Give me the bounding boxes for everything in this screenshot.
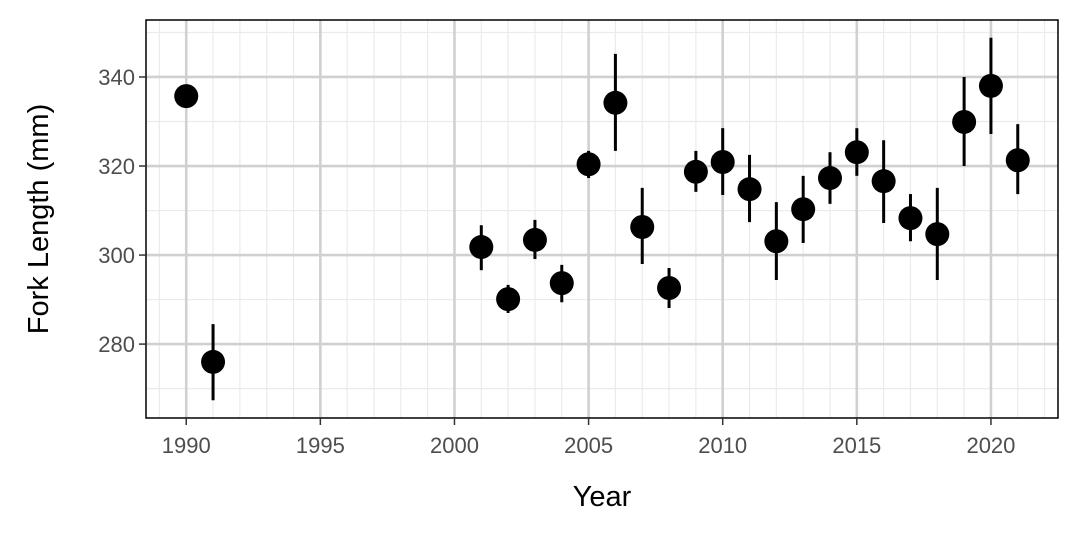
data-point bbox=[764, 229, 789, 254]
data-point bbox=[683, 159, 708, 184]
data-point bbox=[952, 109, 977, 134]
data-point bbox=[871, 169, 896, 194]
data-point bbox=[469, 235, 494, 260]
data-point bbox=[925, 222, 950, 247]
data-point bbox=[174, 84, 199, 109]
data-point bbox=[603, 90, 628, 115]
y-tick-label: 300 bbox=[98, 243, 135, 268]
data-points bbox=[174, 37, 1030, 401]
data-point bbox=[522, 227, 547, 252]
x-tick-label: 2015 bbox=[832, 433, 881, 458]
data-point bbox=[657, 276, 682, 301]
x-tick-label: 2010 bbox=[698, 433, 747, 458]
data-point bbox=[898, 206, 923, 231]
data-point bbox=[737, 177, 762, 202]
x-tick-label: 2020 bbox=[966, 433, 1015, 458]
data-point bbox=[549, 271, 574, 296]
data-point bbox=[576, 152, 601, 177]
y-axis-title: Fork Length (mm) bbox=[23, 104, 55, 334]
data-point bbox=[1005, 148, 1030, 173]
data-point bbox=[844, 140, 869, 165]
y-tick-label: 340 bbox=[98, 65, 135, 90]
plot-panel-border bbox=[145, 19, 1059, 419]
y-tick-label: 320 bbox=[98, 154, 135, 179]
y-tick-label: 280 bbox=[98, 332, 135, 357]
data-point bbox=[818, 166, 842, 191]
data-point bbox=[710, 150, 735, 175]
data-point bbox=[496, 287, 521, 312]
data-point bbox=[978, 73, 1003, 98]
data-point bbox=[201, 349, 226, 374]
x-tick-label: 2005 bbox=[564, 433, 613, 458]
x-tick-label: 2000 bbox=[430, 433, 479, 458]
data-point bbox=[630, 215, 655, 240]
x-axis-title: Year bbox=[573, 481, 632, 513]
data-point bbox=[791, 197, 816, 222]
x-tick-label: 1990 bbox=[162, 433, 211, 458]
x-tick-label: 1995 bbox=[296, 433, 345, 458]
axes: 1990 1995 2000 2005 2010 2015 2020 280 300 320 340 bbox=[98, 65, 1015, 458]
grid bbox=[146, 20, 1058, 418]
